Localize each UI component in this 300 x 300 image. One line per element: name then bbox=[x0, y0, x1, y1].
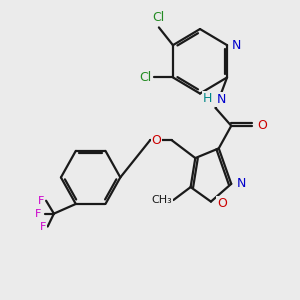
Text: F: F bbox=[34, 208, 41, 219]
Text: CH₃: CH₃ bbox=[151, 195, 172, 205]
Text: Cl: Cl bbox=[139, 71, 151, 84]
Text: F: F bbox=[40, 221, 46, 232]
Text: N: N bbox=[237, 177, 246, 190]
Text: N: N bbox=[232, 39, 241, 52]
Text: N: N bbox=[216, 94, 226, 106]
Text: O: O bbox=[152, 134, 161, 147]
Text: O: O bbox=[217, 197, 227, 210]
Text: H: H bbox=[203, 92, 212, 105]
Text: Cl: Cl bbox=[153, 11, 165, 23]
Text: O: O bbox=[257, 119, 267, 132]
Text: F: F bbox=[38, 196, 44, 206]
